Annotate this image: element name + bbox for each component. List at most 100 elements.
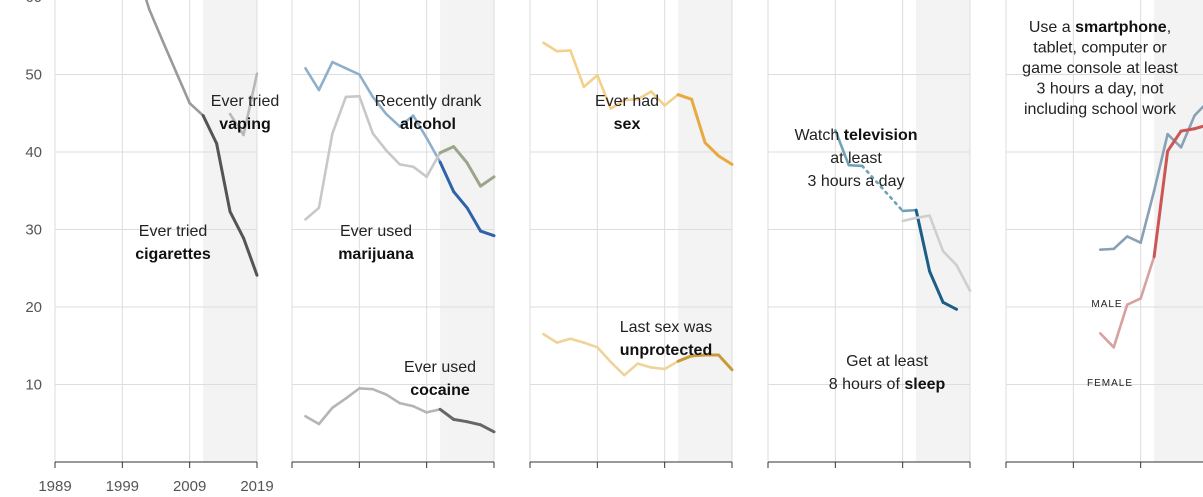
y-tick-label: 40 xyxy=(25,144,42,161)
line-segment xyxy=(411,114,428,140)
annotation-text: Watch xyxy=(794,127,843,144)
line-segment xyxy=(358,94,375,135)
line-segment xyxy=(384,112,402,128)
annotation-text: alcohol xyxy=(400,116,456,133)
line-segment xyxy=(465,420,483,427)
line-segment xyxy=(649,90,666,107)
line-segment xyxy=(465,161,483,188)
series-vaping xyxy=(228,72,259,137)
line-segment xyxy=(928,214,945,253)
series-unprotected xyxy=(542,332,734,377)
annotation-text: television xyxy=(844,127,918,144)
line-segment xyxy=(358,387,375,391)
line-segment xyxy=(609,360,626,377)
annotation-line: 3 hours a day xyxy=(808,173,905,190)
line-segment xyxy=(1139,255,1156,300)
line-segment xyxy=(928,269,945,304)
annotation-line: 8 hours of sleep xyxy=(829,376,946,393)
line-segment xyxy=(411,165,428,179)
line-segment xyxy=(479,175,496,188)
annotation-text: Last sex was xyxy=(620,319,712,336)
line-segment xyxy=(358,73,375,99)
line-segment xyxy=(914,208,932,273)
series-sleep xyxy=(901,214,972,293)
line-segment xyxy=(569,337,586,344)
line-segment xyxy=(941,300,959,311)
annotation-line: at least xyxy=(830,150,882,167)
line-segment xyxy=(479,423,496,434)
series-female xyxy=(1098,124,1203,349)
line-segment xyxy=(188,101,205,117)
line-segment xyxy=(609,98,626,110)
annotation-text: 3 hours a day xyxy=(808,173,905,190)
annotation-text: including school work xyxy=(1024,101,1177,118)
annotation-text: 8 hours of xyxy=(829,376,905,393)
annotation-text: vaping xyxy=(219,116,271,133)
line-segment xyxy=(901,216,918,223)
line-segment xyxy=(398,401,415,408)
line-segment xyxy=(174,70,191,105)
annotation-line: cigarettes xyxy=(135,246,211,263)
line-segment xyxy=(304,414,321,426)
recent-period-shade xyxy=(203,0,257,462)
line-segment xyxy=(144,0,151,11)
line-segment xyxy=(582,341,599,349)
line-segment xyxy=(465,206,483,233)
annotation-line: Last sex was xyxy=(620,319,712,336)
line-segment xyxy=(438,160,456,194)
annotation-line: Watch television xyxy=(794,127,917,144)
annotation-text: MALE xyxy=(1091,299,1122,310)
line-segment xyxy=(479,229,496,238)
annotation-text: marijuana xyxy=(338,246,414,263)
line-segment xyxy=(331,60,348,70)
line-segment xyxy=(331,95,348,135)
annotation-line: including school work xyxy=(1024,101,1177,118)
line-segment xyxy=(1152,132,1169,193)
annotation-text: sleep xyxy=(904,376,945,393)
line-segment xyxy=(663,93,680,107)
line-segment xyxy=(914,214,931,220)
line-segment xyxy=(1125,297,1142,306)
line-segment xyxy=(717,154,734,166)
x-tick-label: 2009 xyxy=(173,478,206,495)
line-segment xyxy=(398,163,415,169)
line-segment xyxy=(955,263,972,293)
line-segment xyxy=(834,129,851,167)
annotation-line: Ever used xyxy=(404,359,476,376)
line-segment xyxy=(596,345,613,364)
annotation-line: marijuana xyxy=(338,246,414,263)
line-segment xyxy=(622,362,640,377)
line-segment xyxy=(555,49,572,53)
line-segment xyxy=(215,141,232,214)
x-tick-label: 1989 xyxy=(38,478,71,495)
line-segment xyxy=(649,366,666,371)
series-tv xyxy=(834,129,959,311)
line-segment xyxy=(317,406,334,426)
annotation-line: vaping xyxy=(219,116,271,133)
annotation-text: , xyxy=(1167,19,1171,36)
line-segment xyxy=(147,8,165,43)
annotation-text: Ever used xyxy=(404,359,476,376)
annotation-line: game console at least xyxy=(1022,60,1178,77)
line-segment xyxy=(1193,124,1203,131)
line-segment xyxy=(438,407,456,421)
line-segment xyxy=(622,98,640,102)
line-segment xyxy=(582,73,599,89)
line-segment xyxy=(384,149,402,166)
line-segment xyxy=(452,145,469,165)
line-segment xyxy=(438,145,456,155)
line-segment xyxy=(242,72,259,137)
annotation-text: tablet, computer or xyxy=(1033,40,1167,57)
line-segment xyxy=(398,114,415,128)
annotation-text: Ever had xyxy=(595,93,659,110)
line-segment xyxy=(555,337,572,344)
annotation-text: unprotected xyxy=(620,342,712,359)
series-sex xyxy=(542,41,734,166)
line-segment xyxy=(228,112,245,137)
line-segment xyxy=(452,190,469,210)
line-segment xyxy=(1112,303,1129,349)
line-segment xyxy=(542,332,559,344)
annotation-text: Ever tried xyxy=(139,223,207,240)
y-tick-label: 10 xyxy=(25,377,42,394)
